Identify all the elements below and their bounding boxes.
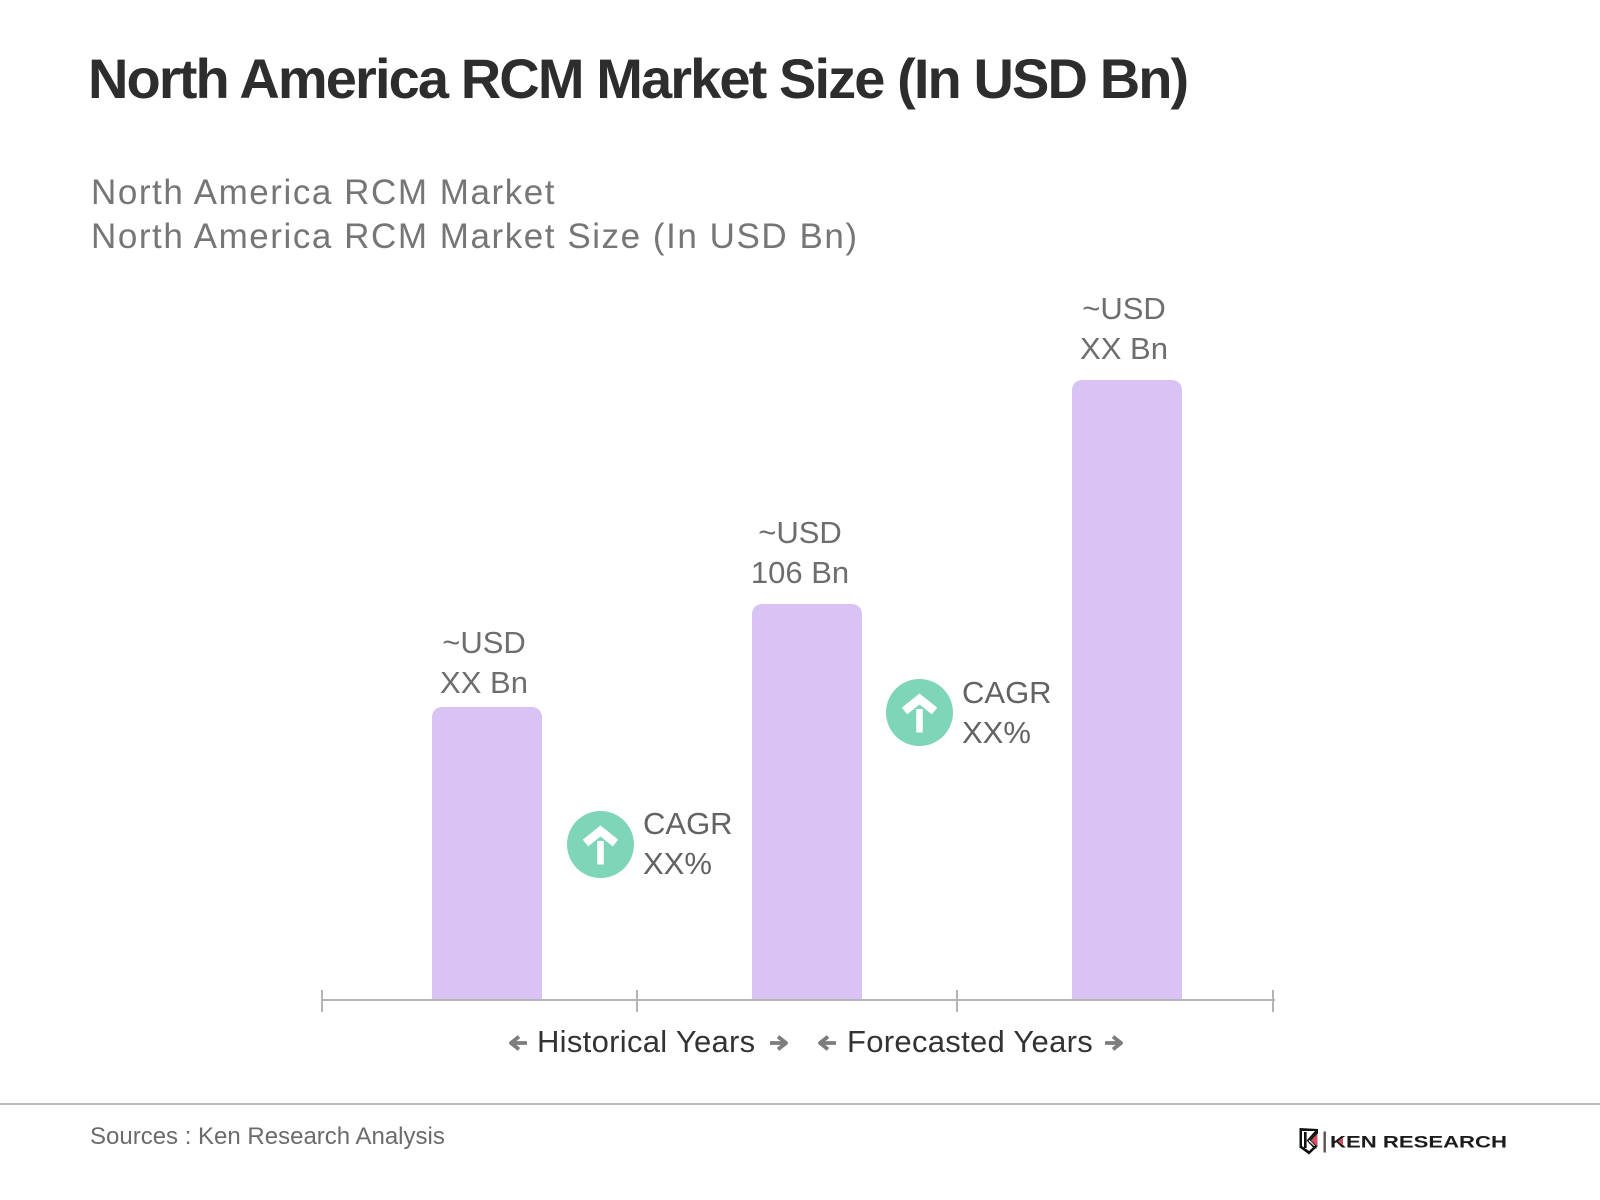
svg-text:KEN RESEARCH: KEN RESEARCH bbox=[1330, 1133, 1507, 1152]
